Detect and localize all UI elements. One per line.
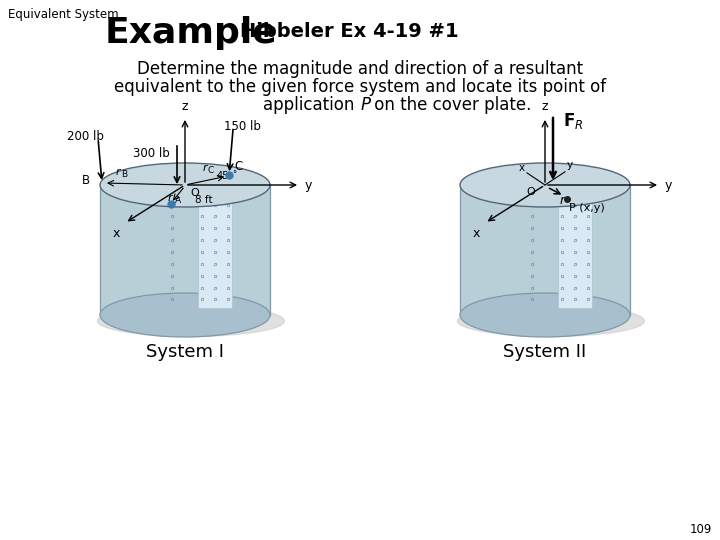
Text: °: ° [232, 170, 236, 179]
Text: System I: System I [146, 343, 224, 361]
Ellipse shape [100, 293, 270, 337]
Text: Determine the magnitude and direction of a resultant: Determine the magnitude and direction of… [137, 60, 583, 78]
Polygon shape [185, 185, 270, 315]
Text: y: y [665, 179, 672, 192]
Text: r: r [203, 163, 207, 173]
Text: r: r [116, 167, 121, 177]
Text: Equivalent System: Equivalent System [8, 8, 119, 21]
Text: C: C [234, 160, 243, 173]
Text: y: y [567, 160, 573, 170]
Text: y: y [305, 179, 312, 192]
Text: z: z [541, 100, 548, 113]
Text: 150 lb: 150 lb [224, 120, 261, 133]
Text: O: O [526, 187, 535, 197]
Polygon shape [558, 192, 592, 308]
Text: on the cover plate.: on the cover plate. [369, 96, 531, 114]
Text: C: C [208, 166, 215, 175]
Text: System II: System II [503, 343, 587, 361]
Ellipse shape [457, 306, 644, 336]
Ellipse shape [97, 306, 284, 336]
Bar [460, 185, 630, 315]
Text: application: application [264, 96, 360, 114]
Text: x: x [519, 163, 525, 173]
Polygon shape [545, 185, 630, 315]
Polygon shape [460, 185, 545, 315]
Text: 300 lb: 300 lb [133, 147, 170, 160]
Text: Example: Example [105, 16, 278, 50]
Bar [100, 185, 270, 315]
Polygon shape [198, 192, 232, 308]
Text: P: P [361, 96, 371, 114]
Text: 45: 45 [217, 171, 230, 181]
Text: B: B [82, 174, 90, 187]
Text: 109: 109 [690, 523, 712, 536]
Text: $\mathbf{F}_{R}$: $\mathbf{F}_{R}$ [563, 111, 583, 131]
Text: equivalent to the given force system and locate its point of: equivalent to the given force system and… [114, 78, 606, 96]
Text: 8 ft: 8 ft [195, 195, 212, 205]
Ellipse shape [460, 163, 630, 207]
Text: A: A [175, 196, 181, 205]
Text: P (x,y): P (x,y) [569, 203, 605, 213]
Text: x: x [472, 227, 480, 240]
Ellipse shape [460, 293, 630, 337]
Text: z: z [181, 100, 188, 113]
Text: r: r [560, 194, 565, 207]
Ellipse shape [100, 163, 270, 207]
Text: B: B [121, 170, 127, 179]
Polygon shape [100, 185, 185, 315]
Text: 200 lb: 200 lb [67, 130, 104, 143]
Text: O: O [190, 188, 199, 198]
Text: r: r [168, 193, 172, 203]
Text: Hibbeler Ex 4-19 #1: Hibbeler Ex 4-19 #1 [240, 22, 459, 41]
Text: x: x [112, 227, 120, 240]
